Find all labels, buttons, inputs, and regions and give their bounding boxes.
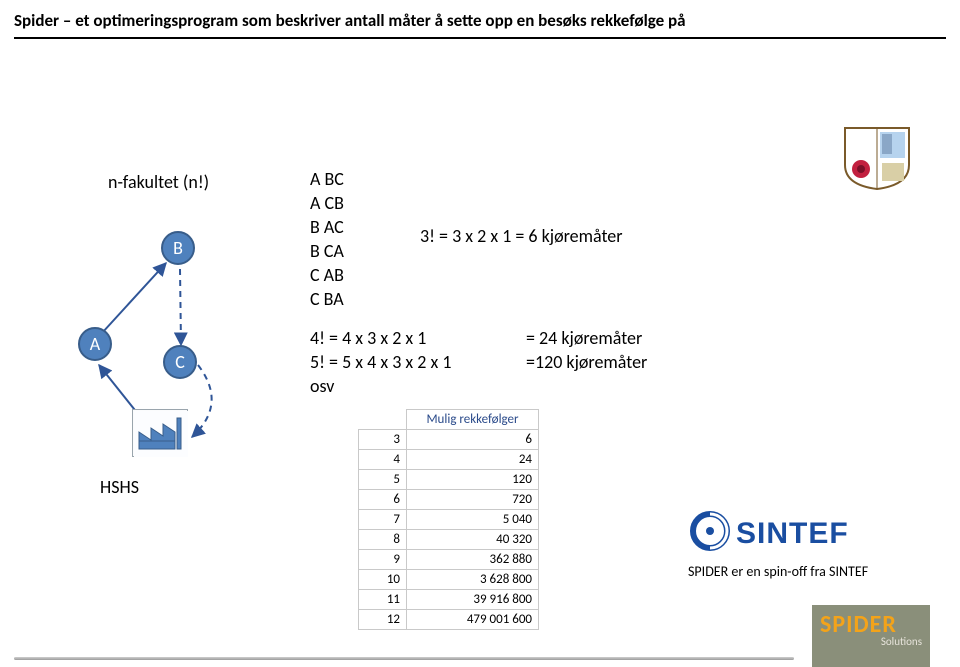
equation-5fact: 5! = 5 x 4 x 3 x 2 x 1=120 kjøremåter [310, 351, 647, 373]
table-cell-value: 120 [407, 470, 539, 490]
hshs-label: HSHS [100, 476, 139, 498]
table-cell-value: 479 001 600 [407, 610, 539, 630]
permutations-list: A BC A CB B AC B CA C AB C BA [310, 167, 344, 311]
table-cell-n: 6 [359, 490, 407, 510]
table-header-blank [359, 410, 407, 430]
graph-node-b: B [161, 231, 195, 265]
table-cell-n: 12 [359, 610, 407, 630]
table-cell-n: 11 [359, 590, 407, 610]
sintef-logo: SINTEF [688, 507, 908, 560]
table-cell-n: 4 [359, 450, 407, 470]
graph-node-a: A [78, 327, 112, 361]
spider-brand-text: SPIDER [820, 613, 922, 637]
coat-of-arms-icon [842, 125, 912, 191]
table-cell-n: 3 [359, 430, 407, 450]
factorial-table: Mulig rekkefølger 364245120672075 040840… [358, 409, 539, 630]
slide-content: n-fakultet (n!) A B C HSHS A BC A CB B A… [0, 39, 960, 619]
table-cell-n: 8 [359, 530, 407, 550]
graph-node-c: C [163, 345, 197, 379]
page-title: Spider – et optimeringsprogram som beskr… [0, 0, 960, 35]
table-cell-value: 6 [407, 430, 539, 450]
table-cell-value: 39 916 800 [407, 590, 539, 610]
table-cell-value: 24 [407, 450, 539, 470]
equation-4fact: 4! = 4 x 3 x 2 x 1= 24 kjøremåter [310, 327, 642, 349]
table-cell-n: 7 [359, 510, 407, 530]
spider-logo: SPIDER Solutions [812, 605, 930, 667]
osv-label: osv [310, 375, 334, 397]
table-cell-n: 5 [359, 470, 407, 490]
table-cell-value: 5 040 [407, 510, 539, 530]
footer-rule [14, 657, 794, 660]
table-cell-value: 40 320 [407, 530, 539, 550]
svg-text:SINTEF: SINTEF [736, 517, 849, 550]
table-cell-n: 9 [359, 550, 407, 570]
equation-3fact: 3! = 3 x 2 x 1 = 6 kjøremåter [420, 225, 623, 247]
sintef-caption: SPIDER er en spin-off fra SINTEF [688, 563, 868, 580]
factory-icon [132, 409, 188, 457]
table-cell-n: 10 [359, 570, 407, 590]
table-cell-value: 720 [407, 490, 539, 510]
table-cell-value: 362 880 [407, 550, 539, 570]
table-cell-value: 3 628 800 [407, 570, 539, 590]
table-header-right: Mulig rekkefølger [407, 410, 539, 430]
